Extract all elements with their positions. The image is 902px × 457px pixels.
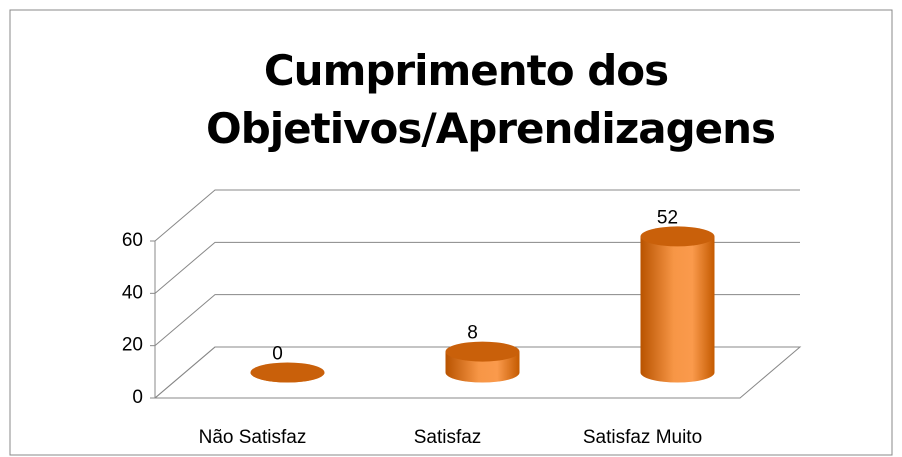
y-tick-label: 0 [132,387,143,408]
x-tick-label: Não Satisfaz [199,427,307,448]
bar [445,341,520,383]
y-tick-label: 60 [122,230,143,251]
x-tick-label: Satisfaz [414,427,482,448]
grid-line [154,241,800,294]
y-tick-label: 20 [122,335,143,356]
bar-top [640,226,715,247]
grid-line [154,346,800,399]
chart-title: Cumprimento dos Objetivos/Aprendizagens [206,46,776,153]
x-tick-label: Satisfaz Muito [583,427,702,448]
bar-top [445,341,520,362]
data-label: 8 [467,323,478,344]
data-label: 52 [657,207,678,228]
bar-body [640,236,715,383]
chart-border [9,9,893,456]
data-label: 0 [272,344,283,365]
grid-line [154,189,800,242]
bar-top [250,362,325,383]
bar [250,362,325,383]
y-tick-label: 40 [122,282,143,303]
bar [640,226,715,383]
grid-line [154,294,800,347]
